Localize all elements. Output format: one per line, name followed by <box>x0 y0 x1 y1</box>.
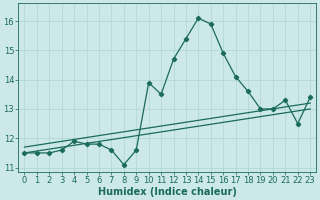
X-axis label: Humidex (Indice chaleur): Humidex (Indice chaleur) <box>98 187 237 197</box>
